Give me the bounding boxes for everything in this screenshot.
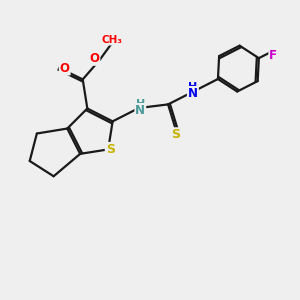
Text: N: N bbox=[188, 87, 198, 100]
Text: N: N bbox=[135, 104, 145, 117]
Text: S: S bbox=[106, 143, 115, 156]
Text: CH₃: CH₃ bbox=[101, 34, 122, 45]
Text: H: H bbox=[188, 82, 197, 92]
Text: F: F bbox=[269, 49, 277, 62]
Text: O: O bbox=[60, 61, 70, 74]
Text: O: O bbox=[89, 52, 99, 65]
Text: S: S bbox=[172, 128, 181, 141]
Text: H: H bbox=[136, 99, 145, 109]
